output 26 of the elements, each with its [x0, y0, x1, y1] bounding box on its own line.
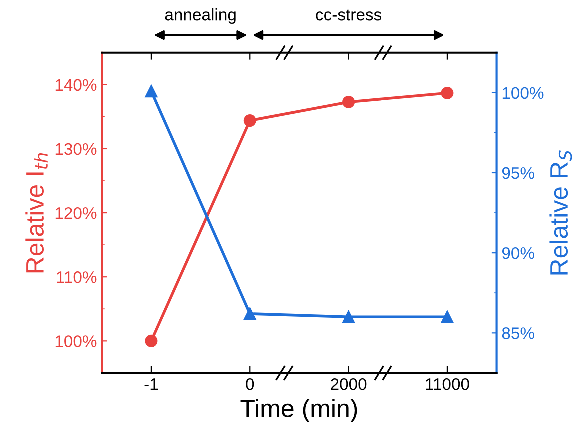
y-tick-label: 130%: [56, 143, 97, 156]
x-axis-title: Time (min): [240, 399, 358, 422]
x-tick-label: 0: [246, 378, 254, 390]
y2-tick-label: 85%: [502, 328, 534, 340]
text: annealing: [165, 8, 236, 24]
point: [244, 308, 256, 320]
y2-tick-label: 95%: [502, 167, 534, 180]
x-tick-label: 2000: [331, 378, 367, 390]
y-tick-label: 100%: [56, 336, 97, 348]
point: [441, 310, 454, 324]
x-tick-label: -1: [144, 378, 158, 390]
point: [441, 86, 454, 100]
x-tick-label: 11000: [426, 378, 470, 390]
text: cc-stress: [316, 10, 382, 21]
point: [244, 114, 256, 128]
point: [145, 334, 158, 348]
y-tick-label: 120%: [56, 207, 97, 220]
y-tick-label: 140%: [56, 79, 97, 92]
y-axis-title: Relative I$_{th}$: [26, 153, 48, 273]
y2-tick-label: 100%: [502, 87, 544, 100]
y2-axis-title: Relative R$_{S}$: [550, 150, 572, 275]
point: [145, 85, 158, 98]
point: [342, 96, 356, 108]
y-tick-label: 110%: [57, 272, 97, 284]
point: [342, 310, 356, 324]
y2-tick-label: 90%: [502, 247, 534, 260]
